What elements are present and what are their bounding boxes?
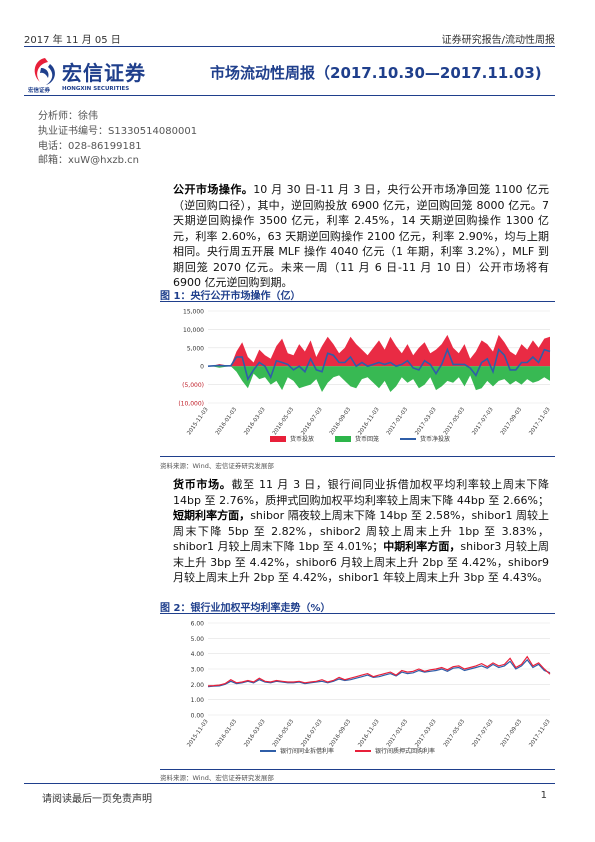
x-tick-label: 2017-05-03 (443, 718, 467, 748)
y-tick-label: 15,000 (183, 309, 204, 316)
legend-label: 货币净投放 (420, 435, 450, 443)
y-tick-label: 2.00 (191, 682, 205, 689)
section-lead: 短期利率方面， (173, 509, 251, 522)
legend-label: 银行间质押式回购利率 (375, 747, 435, 755)
page-number: 1 (540, 790, 547, 801)
x-tick-label: 2017-07-03 (471, 406, 495, 436)
legend-label: 货币回笼 (355, 435, 379, 443)
x-tick-label: 2017-09-03 (500, 718, 524, 748)
brand-name-en: HONGXIN SECURITIES (62, 86, 130, 92)
figure1-divider (160, 301, 555, 302)
analyst-phone: 电话：028-86199181 (38, 141, 142, 152)
y-tick-label: 3.00 (191, 667, 205, 674)
legend-label: 货币投放 (290, 435, 314, 443)
x-tick-label: 2017-09-03 (500, 406, 524, 436)
area-series-0 (208, 334, 550, 367)
area-series-1 (208, 366, 550, 392)
section-body: shibor 隔夜较上周末下降 14bp 至 2.58%，shibor1 周较上… (173, 509, 550, 553)
figure2-title: 图 2：银行业加权平均利率走势（%） (160, 603, 331, 614)
section-lead: 中期利率方面， (383, 540, 461, 553)
x-tick-label: 2017-11-03 (528, 406, 552, 436)
open-market-chart: 15,000 10,000 5,000 0 (5,000) (10,000)2015-11… (178, 309, 552, 444)
title-divider (24, 95, 555, 96)
x-tick-label: 2016-09-03 (329, 406, 353, 436)
analyst-email[interactable]: 邮箱：xuW@hxzb.cn (38, 155, 140, 166)
figure2-divider (160, 613, 555, 614)
brand-logo-icon (34, 58, 55, 85)
x-tick-label: 2016-03-03 (243, 718, 267, 748)
section-lead: 公开市场操作。 (173, 183, 254, 196)
x-tick-label: 2016-07-03 (300, 406, 324, 436)
y-tick-label: 0.00 (191, 713, 205, 720)
x-tick-label: 2017-07-03 (471, 718, 495, 748)
legend-swatch (335, 436, 351, 442)
x-tick-label: 2017-01-03 (386, 406, 410, 436)
report-title: 市场流动性周报（2017.10.30—2017.11.03) (210, 64, 542, 82)
footer-disclaimer[interactable]: 请阅读最后一页免责声明 (42, 794, 152, 805)
x-tick-label: 2016-07-03 (300, 718, 324, 748)
section-money-market: 货币市场。截至 11 月 3 日，银行间同业拆借加权平均利率较上周末下降 14b… (173, 477, 549, 586)
figure2-bottom-divider (160, 769, 555, 770)
section-body: 截至 11 月 3 日，银行间同业拆借加权平均利率较上周末下降 14bp 至 2… (173, 478, 550, 507)
x-tick-label: 2016-03-03 (243, 406, 267, 436)
y-tick-label: 1.00 (191, 697, 205, 704)
y-tick-label: 6.00 (191, 621, 205, 628)
line-series-2 (207, 347, 551, 382)
section-open-market: 公开市场操作。10 月 30 日-11 月 3 日，央行公开市场净回笼 1100… (173, 182, 549, 291)
x-tick-label: 2016-01-03 (215, 718, 239, 748)
section-body: shibor3 月较上周末上升 3bp 至 4.42%，shibor6 月较上周… (173, 540, 549, 584)
x-tick-label: 2017-05-03 (443, 406, 467, 436)
y-tick-label: (5,000) (182, 382, 204, 389)
report-date: 2017 年 11 月 05 日 (24, 35, 121, 46)
y-tick-label: 4.00 (191, 651, 205, 658)
x-tick-label: 2015-11-03 (186, 406, 210, 436)
figure1-bottom-divider (160, 456, 555, 457)
x-tick-label: 2017-01-03 (386, 718, 410, 748)
x-tick-label: 2016-11-03 (357, 718, 381, 748)
legend-label: 银行间同业拆借利率 (280, 747, 334, 755)
analyst-name: 分析师：徐伟 (38, 111, 98, 122)
footer-divider (24, 783, 555, 784)
y-tick-label: (10,000) (178, 401, 204, 408)
x-tick-label: 2017-03-03 (414, 406, 438, 436)
x-tick-label: 2016-09-03 (329, 718, 353, 748)
x-tick-label: 2015-11-03 (186, 718, 210, 748)
figure1-title: 图 1：央行公开市场操作（亿） (160, 291, 301, 302)
y-tick-label: 5,000 (187, 345, 204, 352)
report-category: 证券研究报告/流动性周报 (441, 35, 555, 46)
y-tick-label: 0 (200, 364, 204, 371)
y-tick-label: 10,000 (183, 327, 204, 334)
header-divider (24, 46, 555, 47)
section-lead: 货币市场。 (173, 478, 232, 491)
x-tick-label: 2016-01-03 (215, 406, 239, 436)
brand-name: 宏信证券 (62, 61, 146, 85)
figure2-source: 资料来源：Wind、宏信证券研究发展部 (160, 774, 274, 782)
section-body: 10 月 30 日-11 月 3 日，央行公开市场净回笼 1100 亿元（逆回购… (173, 183, 549, 289)
brand-small-name: 宏信证券 (28, 88, 51, 94)
legend-swatch (270, 436, 286, 442)
figure1-source: 资料来源：Wind、宏信证券研究发展部 (160, 462, 274, 470)
analyst-cert: 执业证书编号：S1330514080001 (38, 126, 198, 137)
x-tick-label: 2017-03-03 (414, 718, 438, 748)
x-tick-label: 2016-05-03 (272, 718, 296, 748)
y-tick-label: 5.00 (191, 636, 205, 643)
line-series-0 (207, 658, 551, 688)
x-tick-label: 2016-11-03 (357, 406, 381, 436)
x-tick-label: 2016-05-03 (272, 406, 296, 436)
line-series-1 (207, 655, 551, 687)
x-tick-label: 2017-11-03 (528, 718, 552, 748)
